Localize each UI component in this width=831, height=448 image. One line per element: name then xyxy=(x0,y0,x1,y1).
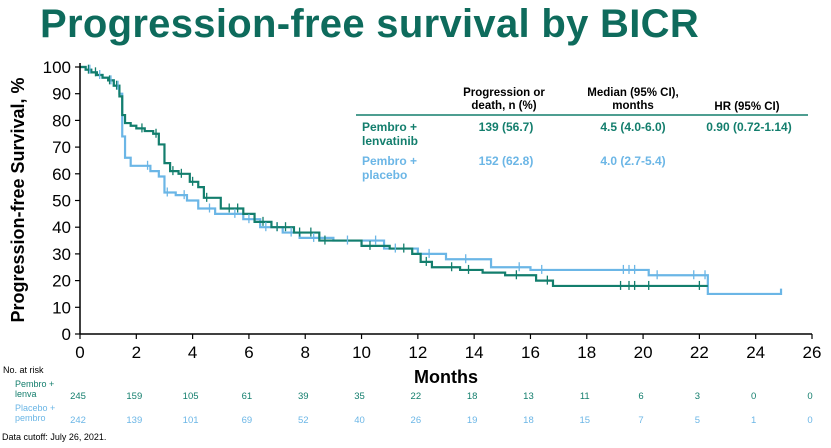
at-risk-value: 35 xyxy=(354,391,365,402)
x-tick-label: 2 xyxy=(132,343,141,362)
censor-marks xyxy=(87,64,706,290)
x-tick-label: 8 xyxy=(300,343,309,362)
at-risk-label: pembro xyxy=(15,413,46,423)
at-risk-value: 245 xyxy=(70,391,86,402)
at-risk-value: 40 xyxy=(354,415,365,426)
legend-header: months xyxy=(612,100,654,112)
at-risk-value: 0 xyxy=(807,391,812,402)
at-risk-value: 19 xyxy=(467,415,478,426)
at-risk-value: 101 xyxy=(183,415,199,426)
y-tick-label: 80 xyxy=(52,111,71,130)
series-line-pembro-placebo xyxy=(80,65,783,296)
legend-header: Progression or xyxy=(463,87,545,99)
axes: 0 2 4 6 8 10 12 14 16 18 20 22 24 2601020304050607080… xyxy=(8,58,821,387)
at-risk-value: 242 xyxy=(70,415,86,426)
y-tick-label: 50 xyxy=(52,192,71,211)
at-risk-value: 0 xyxy=(751,391,756,402)
at-risk-value: 3 xyxy=(695,391,700,402)
data-cutoff-note: Data cutoff: July 26, 2021. xyxy=(2,432,107,442)
x-tick-label: 24 xyxy=(746,343,765,362)
legend-events: 152 (62.8) xyxy=(479,154,534,168)
at-risk-value: 105 xyxy=(183,391,199,402)
x-tick-label: 12 xyxy=(408,343,427,362)
at-risk-value: 69 xyxy=(242,415,253,426)
x-axis-label: Months xyxy=(414,367,478,387)
y-axis-label: Progression-free Survival, % xyxy=(8,77,28,322)
x-tick-label: 14 xyxy=(465,343,484,362)
at-risk-value: 139 xyxy=(126,415,142,426)
x-tick-label: 0 xyxy=(75,343,84,362)
x-tick-label: 6 xyxy=(244,343,253,362)
y-tick-label: 0 xyxy=(62,325,71,344)
legend-header: HR (95% CI) xyxy=(714,101,779,113)
y-tick-label: 30 xyxy=(52,245,71,264)
series-line-pembro-lenvatinib xyxy=(80,65,708,288)
at-risk-value: 1 xyxy=(751,415,756,426)
legend-hr: 0.90 (0.72-1.14) xyxy=(706,120,791,134)
x-tick-label: 18 xyxy=(577,343,596,362)
at-risk-value: 18 xyxy=(523,415,534,426)
plot-lines xyxy=(80,65,783,296)
at-risk-value: 159 xyxy=(126,391,142,402)
at-risk-label: lenva xyxy=(15,389,37,399)
x-tick-label: 22 xyxy=(690,343,709,362)
at-risk-value: 7 xyxy=(638,415,643,426)
x-tick-label: 26 xyxy=(803,343,822,362)
at-risk-value: 15 xyxy=(579,415,590,426)
y-tick-label: 40 xyxy=(52,218,71,237)
y-tick-label: 90 xyxy=(52,85,71,104)
legend-header: death, n (%) xyxy=(471,100,536,112)
x-tick-label: 10 xyxy=(352,343,371,362)
at-risk-label: Placebo + xyxy=(15,403,55,413)
y-tick-label: 60 xyxy=(52,165,71,184)
y-tick-label: 100 xyxy=(43,58,71,77)
legend-row-label: lenvatinib xyxy=(362,134,418,148)
at-risk-value: 61 xyxy=(242,391,253,402)
at-risk-value: 26 xyxy=(411,415,422,426)
y-tick-label: 10 xyxy=(52,298,71,317)
y-tick-label: 20 xyxy=(52,272,71,291)
at-risk-value: 11 xyxy=(580,391,590,402)
y-tick-label: 70 xyxy=(52,138,71,157)
at-risk-value: 39 xyxy=(298,391,309,402)
legend-row-label: placebo xyxy=(362,168,407,182)
at-risk-value: 13 xyxy=(523,391,534,402)
at-risk-value: 5 xyxy=(695,415,700,426)
at-risk-value: 0 xyxy=(807,415,812,426)
x-tick-label: 16 xyxy=(521,343,540,362)
at-risk-label: Pembro + xyxy=(15,379,54,389)
legend-events: 139 (56.7) xyxy=(479,120,534,134)
x-tick-label: 20 xyxy=(634,343,653,362)
legend-row-label: Pembro + xyxy=(362,154,417,168)
at-risk-value: 18 xyxy=(467,391,478,402)
legend-row-label: Pembro + xyxy=(362,120,417,134)
page-title: Progression-free survival by BICR xyxy=(40,2,700,46)
at-risk-value: 6 xyxy=(638,391,643,402)
legend-header: Median (95% CI), xyxy=(587,87,678,99)
legend-median: 4.5 (4.0-6.0) xyxy=(600,120,665,134)
legend-median: 4.0 (2.7-5.4) xyxy=(600,154,665,168)
at-risk-title: No. at risk xyxy=(3,365,44,375)
x-tick-label: 4 xyxy=(188,343,197,362)
at-risk-value: 22 xyxy=(411,391,422,402)
at-risk-value: 52 xyxy=(298,415,309,426)
